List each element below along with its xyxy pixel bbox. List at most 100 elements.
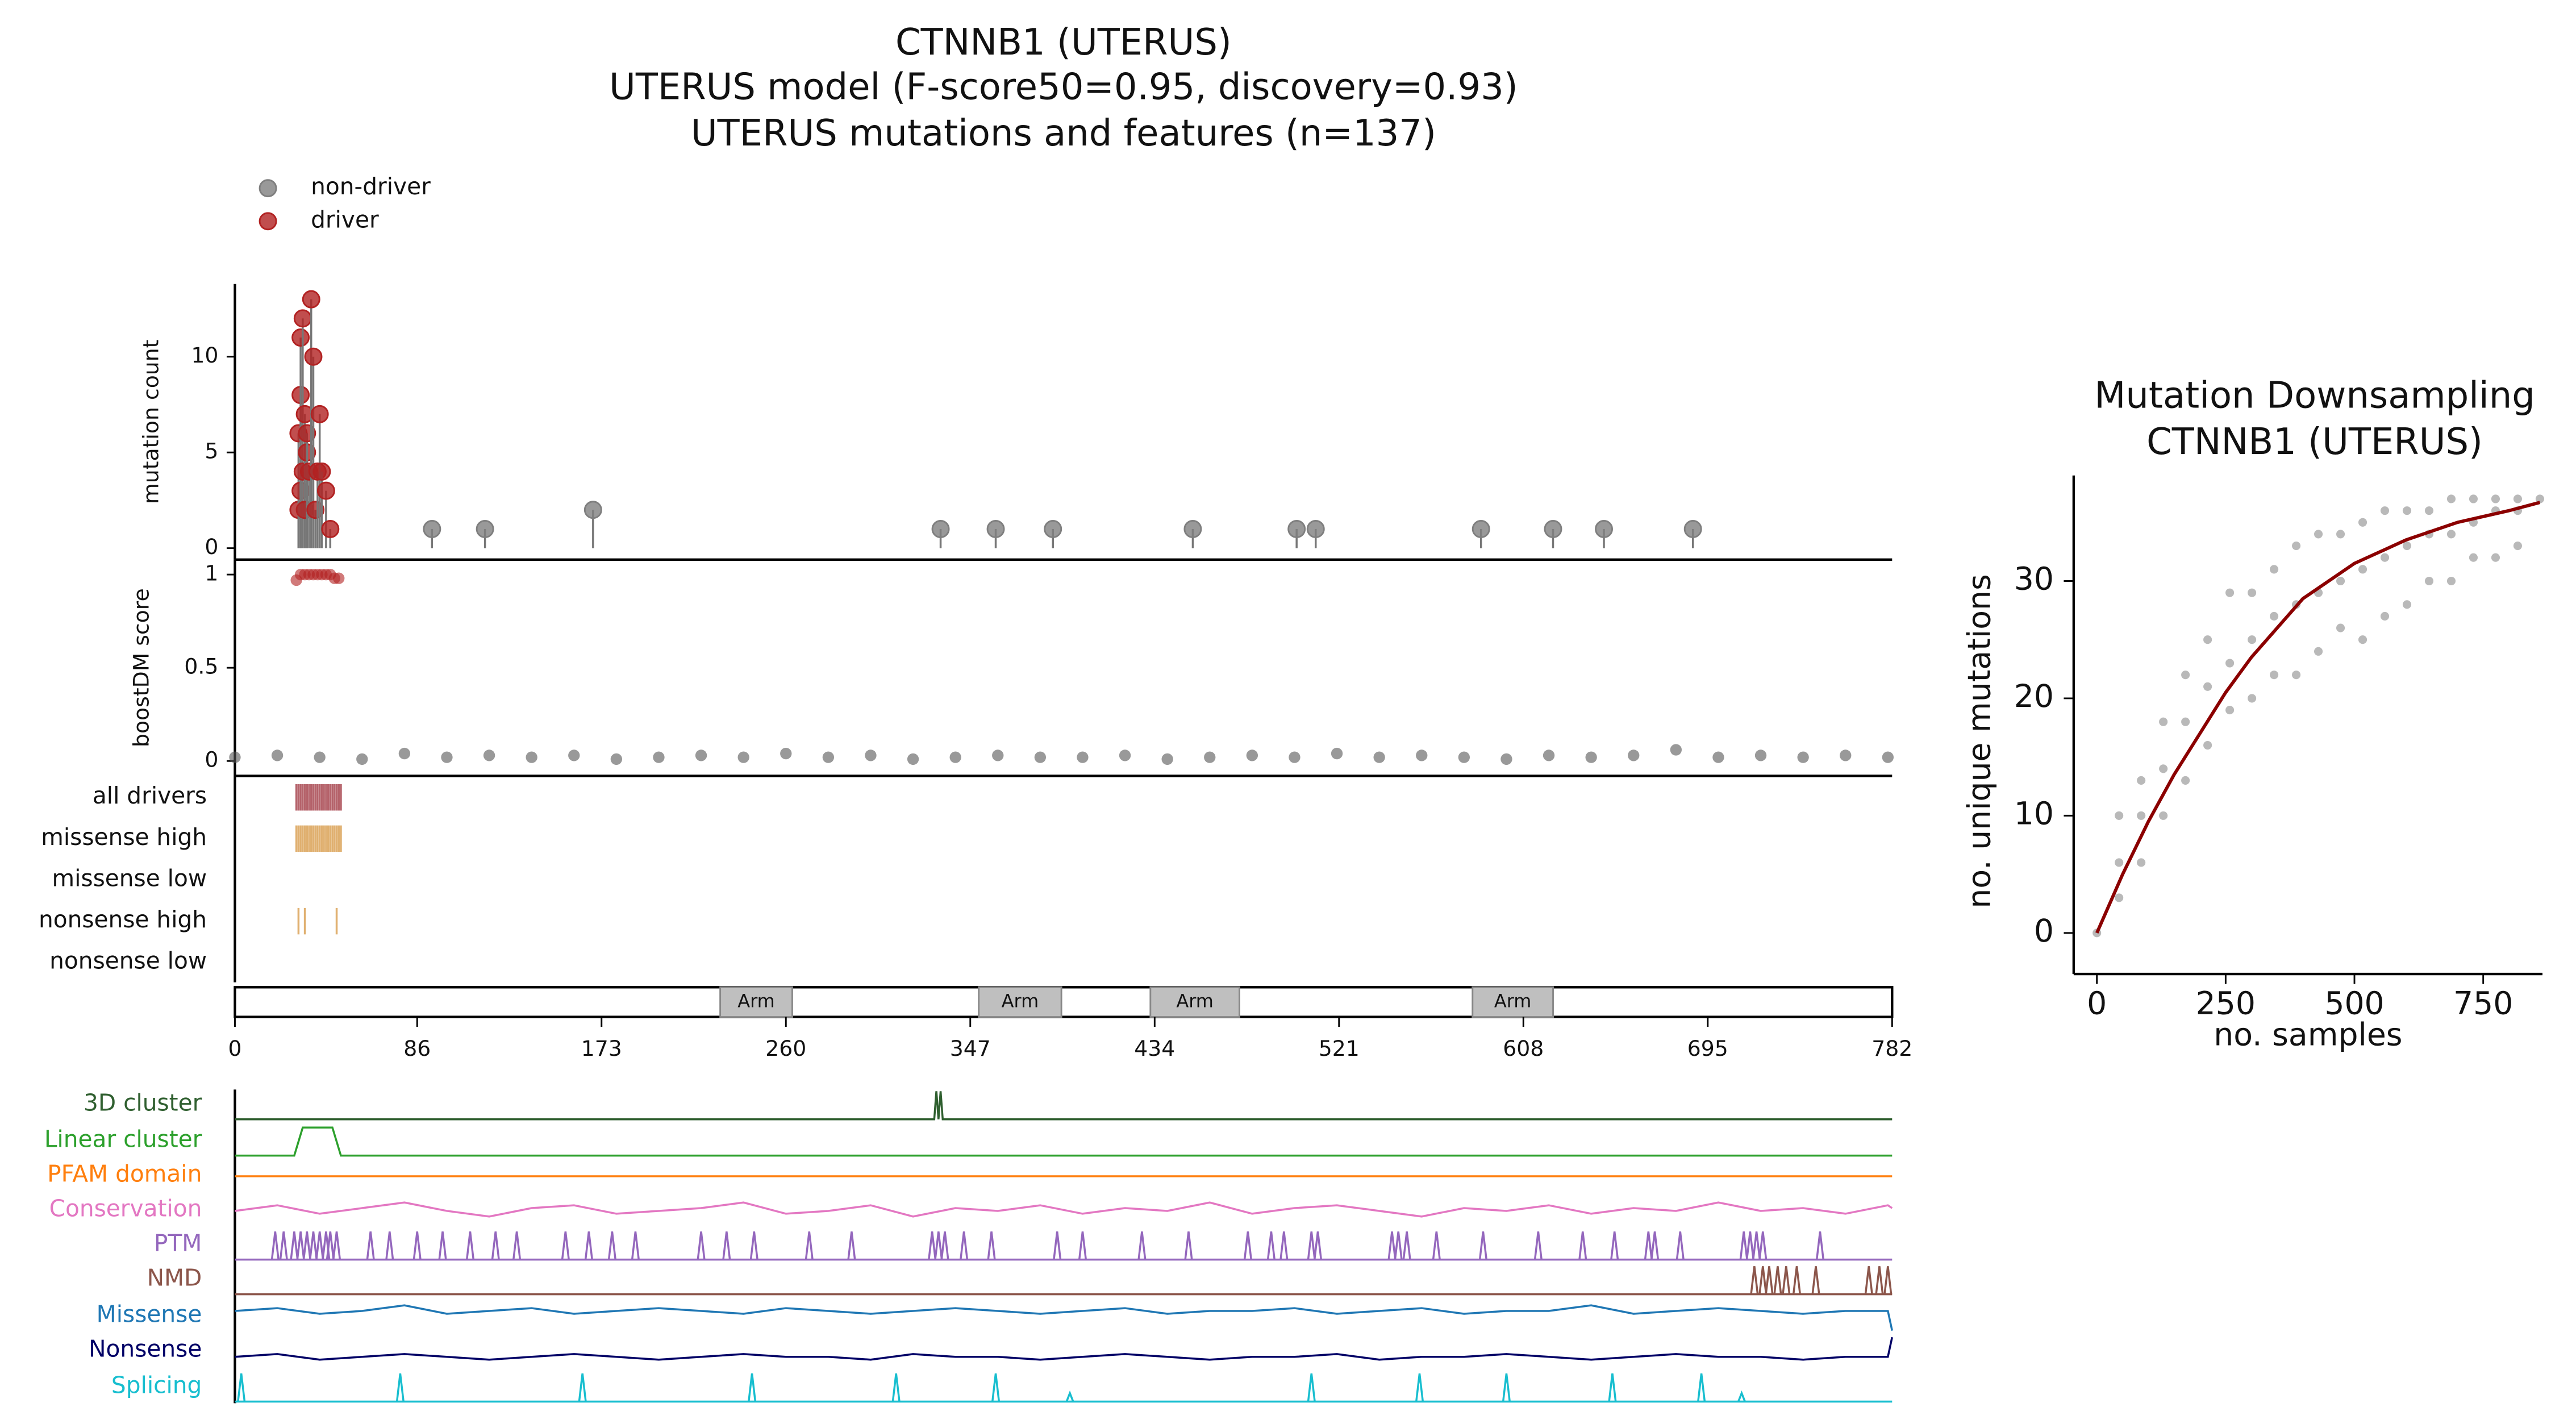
x-tick-label: 173 bbox=[581, 1036, 622, 1061]
lollipop-head bbox=[310, 405, 329, 423]
score-point bbox=[1246, 750, 1258, 761]
lollipop-head bbox=[583, 501, 602, 519]
score-point bbox=[1204, 751, 1216, 763]
feature-spike bbox=[412, 1231, 422, 1260]
track-label: missense low bbox=[52, 864, 207, 892]
feature-spike bbox=[1758, 1266, 1768, 1294]
feature-spike bbox=[1266, 1231, 1276, 1260]
sample-point bbox=[2270, 611, 2279, 621]
y-tick-label: 5 bbox=[205, 439, 218, 464]
protein-bar bbox=[234, 986, 1894, 1018]
sample-point bbox=[2248, 694, 2257, 703]
feature-line bbox=[235, 1304, 1894, 1331]
feature-spike bbox=[1811, 1266, 1820, 1294]
score-point bbox=[1628, 750, 1640, 761]
sample-point bbox=[2513, 494, 2522, 503]
feature-spike bbox=[1815, 1231, 1825, 1260]
sample-point bbox=[2203, 682, 2212, 691]
feature-spike bbox=[1750, 1266, 1759, 1294]
x-axis-label: no. samples bbox=[2214, 1017, 2402, 1054]
feature-spike bbox=[302, 1231, 311, 1260]
title-line: CTNNB1 (UTERUS) bbox=[895, 22, 1232, 64]
feature-spike bbox=[847, 1231, 856, 1260]
x-tick-label: 86 bbox=[403, 1036, 431, 1061]
sample-point bbox=[2115, 858, 2124, 867]
sample-point bbox=[2203, 740, 2212, 750]
domain bbox=[1149, 986, 1240, 1018]
x-tick-label: 0 bbox=[2087, 985, 2107, 1022]
score-point bbox=[441, 751, 453, 763]
feature-spike bbox=[1307, 1231, 1316, 1260]
feature-spike bbox=[991, 1373, 1001, 1402]
lollipop-head bbox=[1287, 519, 1306, 538]
feature-spike bbox=[1078, 1231, 1087, 1260]
sample-point bbox=[2358, 518, 2367, 527]
feature-spike bbox=[1065, 1390, 1074, 1402]
sample-point bbox=[2225, 659, 2235, 668]
feature-spike bbox=[928, 1231, 937, 1260]
sample-point bbox=[2137, 858, 2146, 867]
score-point bbox=[314, 751, 326, 763]
feature-spike bbox=[1883, 1266, 1893, 1294]
sample-point bbox=[2270, 671, 2279, 680]
feature-label: 3D cluster bbox=[84, 1089, 202, 1117]
feature-spike bbox=[1243, 1231, 1252, 1260]
score-point bbox=[695, 750, 707, 761]
score-point bbox=[526, 751, 537, 763]
feature-spike bbox=[1875, 1266, 1884, 1294]
feature-spike bbox=[1864, 1266, 1873, 1294]
lollipop-head bbox=[1044, 519, 1062, 538]
feature-spike bbox=[561, 1231, 570, 1260]
feature-spike bbox=[1765, 1266, 1774, 1294]
domain-label: Arm bbox=[1002, 990, 1039, 1011]
y-tick-label: 0 bbox=[205, 747, 218, 772]
feature-spike bbox=[309, 1231, 318, 1260]
lollipop-head bbox=[302, 290, 320, 309]
legend-label: driver bbox=[311, 206, 379, 233]
sample-point bbox=[2270, 565, 2279, 574]
y-axis-label: mutation count bbox=[139, 340, 164, 504]
sample-point bbox=[2446, 494, 2456, 503]
x-tick-label: 250 bbox=[2196, 985, 2256, 1022]
sample-point bbox=[2446, 530, 2456, 539]
x-tick-label: 750 bbox=[2453, 985, 2513, 1022]
feature-spike bbox=[934, 1231, 943, 1260]
sample-point bbox=[2181, 776, 2190, 785]
domain bbox=[1472, 986, 1554, 1018]
feature-spike bbox=[296, 1231, 305, 1260]
feature-spike bbox=[607, 1231, 616, 1260]
feature-spike bbox=[1578, 1231, 1587, 1260]
lollipop-head bbox=[1595, 519, 1614, 538]
y-tick-label: 0 bbox=[205, 534, 218, 559]
sample-point bbox=[2181, 671, 2190, 680]
score-point bbox=[1840, 750, 1852, 761]
score-point bbox=[907, 753, 919, 765]
feature-spike bbox=[749, 1231, 758, 1260]
score-point bbox=[483, 750, 495, 761]
feature-spike bbox=[290, 1231, 299, 1260]
feature-spike bbox=[1782, 1266, 1791, 1294]
lollipop-head bbox=[1544, 519, 1562, 538]
feature-spike bbox=[279, 1231, 288, 1260]
feature-spike bbox=[1478, 1231, 1487, 1260]
score-point bbox=[1289, 751, 1300, 763]
score-point bbox=[568, 750, 580, 761]
feature-spike bbox=[1279, 1231, 1289, 1260]
x-tick-label: 0 bbox=[228, 1036, 241, 1061]
score-point bbox=[1543, 750, 1555, 761]
feature-line bbox=[235, 1126, 1893, 1157]
feature-spike bbox=[237, 1373, 246, 1402]
y-axis-label: boostDM score bbox=[128, 588, 153, 747]
feature-spike bbox=[1737, 1390, 1746, 1402]
feature-spike bbox=[805, 1231, 814, 1260]
feature-spike bbox=[1675, 1231, 1685, 1260]
score-point bbox=[229, 751, 241, 763]
sample-point bbox=[2248, 635, 2257, 644]
feature-spike bbox=[385, 1231, 394, 1260]
x-tick-label: 347 bbox=[950, 1036, 991, 1061]
feature-spike bbox=[1415, 1373, 1424, 1402]
y-axis-label: no. unique mutations bbox=[1961, 574, 1998, 908]
feature-spike bbox=[1394, 1231, 1403, 1260]
lollipop-head bbox=[423, 519, 441, 538]
domain-label: Arm bbox=[1176, 990, 1214, 1011]
